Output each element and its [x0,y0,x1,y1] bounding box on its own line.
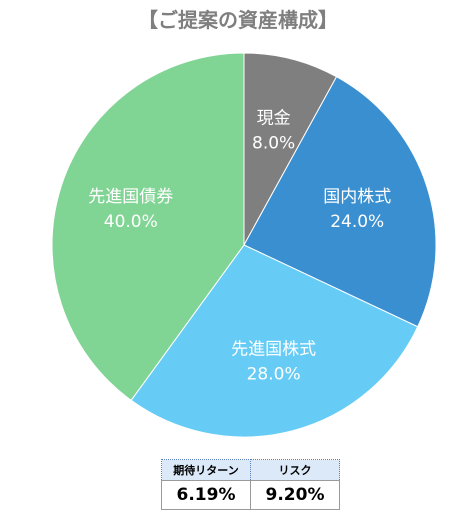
pie-slice-1-label: 現金 [257,109,291,129]
risk-value: 9.20% [250,480,340,510]
metrics-header-row: 期待リターン リスク [161,459,340,481]
pie-slice-4 [51,52,245,402]
pie-slice-2-value: 24.0% [330,212,384,232]
pie-slice-4-label: 先進国債券 [88,187,173,207]
pie-slice-1 [243,52,338,246]
risk-header: リスク [250,459,340,481]
pie-slice-3 [130,244,419,438]
pie-slice-4-value: 40.0% [104,212,158,232]
pie-slice-1-value: 8.0% [252,134,295,154]
pie-slice-2 [243,76,437,328]
metrics-table: 期待リターン リスク 6.19% 9.20% [161,459,340,510]
expected-return-header: 期待リターン [161,459,251,481]
expected-return-value: 6.19% [161,480,251,510]
pie-slice-2-label: 国内株式 [323,187,391,207]
metrics-value-row: 6.19% 9.20% [161,480,340,510]
chart-title: 【ご提案の資産構成】 [138,8,338,32]
pie-slice-3-value: 28.0% [247,364,301,384]
pie-slice-3-label: 先進国株式 [231,339,316,359]
